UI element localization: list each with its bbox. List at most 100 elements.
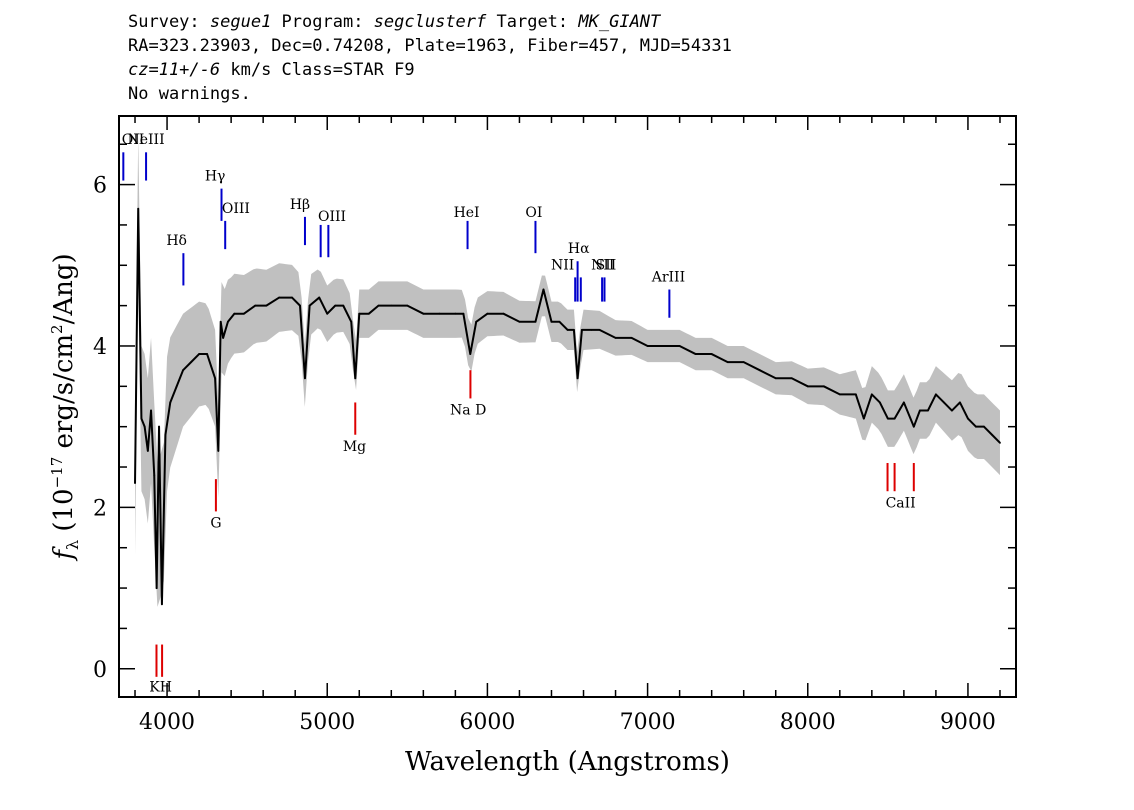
flux-point: [886, 417, 889, 420]
flux-point: [143, 425, 146, 428]
header-line-1: Survey: segue1 Program: segclusterf Targ…: [128, 10, 732, 34]
x-tick-label: 9000: [940, 710, 996, 735]
flux-point: [854, 393, 857, 396]
flux-point: [367, 312, 370, 315]
flux-point: [150, 409, 152, 412]
redshift-value: cz=11+/-6: [128, 60, 221, 80]
y-axis-label-sub: λ: [63, 540, 82, 550]
spectral-line-label: OIII: [318, 209, 346, 225]
y-axis-label-rest1: (10: [49, 488, 79, 540]
spectral-line-label: KH: [149, 679, 172, 695]
flux-point: [214, 377, 217, 380]
flux-point: [350, 320, 353, 323]
y-tick-label: 6: [93, 174, 107, 199]
flux-point: [318, 296, 321, 299]
flux-point: [175, 385, 178, 388]
spectral-line-label: SII: [596, 257, 617, 273]
flux-point: [710, 353, 713, 355]
flux-point: [158, 425, 160, 428]
flux-point: [999, 441, 1001, 444]
flux-point: [951, 409, 953, 412]
flux-point: [758, 369, 761, 372]
header-line-3: cz=11+/-6 km/s Class=STAR F9: [128, 58, 732, 82]
flux-point: [390, 304, 393, 307]
x-tick-label: 7000: [620, 710, 676, 735]
flux-point: [878, 401, 881, 404]
flux-point: [354, 377, 357, 380]
plot-frame: [118, 115, 1017, 698]
flux-point: [190, 361, 192, 364]
flux-point: [265, 304, 268, 307]
flux-point: [581, 328, 583, 331]
spectral-line-label: Mg: [343, 439, 366, 455]
flux-point: [790, 377, 793, 380]
survey-value: segue1: [209, 12, 272, 32]
flux-point: [438, 312, 441, 315]
program-value: segclusterf: [373, 12, 487, 32]
spectral-line-label: OIII: [222, 201, 250, 217]
series-layer: [134, 136, 1001, 607]
flux-point: [334, 304, 337, 307]
header-line-2: RA=323.23903, Dec=0.74208, Plate=1963, F…: [128, 36, 732, 56]
spectral-line-label: HeI: [454, 205, 480, 221]
spectral-line-label: Hδ: [166, 233, 187, 249]
flux-point: [742, 361, 745, 364]
flux-point: [155, 587, 158, 589]
flux-point: [304, 377, 306, 380]
flux-point: [558, 320, 561, 323]
flux-point: [198, 353, 200, 355]
flux-point: [573, 328, 575, 331]
y-axis-label: fλ (10−17 erg/s/cm2/Ang): [48, 253, 82, 561]
flux-point: [927, 409, 929, 412]
flux-point: [678, 345, 681, 347]
header-line-4: No warnings.: [128, 84, 251, 104]
flux-point: [542, 288, 545, 291]
spectral-line-label: Hγ: [205, 169, 226, 185]
x-tick-label: 5000: [299, 710, 355, 735]
y-axis-label-rest3: /Ang): [49, 253, 79, 324]
flux-point: [422, 312, 425, 315]
y-axis-label-exp2: 2: [48, 324, 66, 334]
flux-point: [893, 417, 896, 420]
flux-point: [576, 377, 579, 380]
flux-point: [630, 337, 633, 339]
spectrum-header: Survey: segue1 Program: segclusterf Targ…: [128, 10, 732, 106]
spectral-line-label: Hα: [568, 241, 590, 257]
flux-point: [902, 401, 905, 404]
flux-point: [486, 312, 489, 315]
flux-point: [959, 401, 961, 404]
flux-point: [164, 433, 167, 436]
flux-point: [912, 425, 915, 428]
class-text: km/s Class=STAR F9: [220, 60, 415, 80]
flux-point: [219, 320, 222, 323]
flux-point: [217, 449, 220, 452]
flux-point: [838, 393, 841, 396]
flux-point: [153, 474, 156, 476]
target-value: MK_GIANT: [578, 12, 661, 32]
flux-point: [308, 304, 311, 307]
flux-point: [918, 409, 921, 412]
flux-point: [454, 312, 457, 315]
program-label: Program:: [271, 12, 374, 32]
flux-point: [278, 296, 281, 299]
flux-point: [140, 417, 143, 420]
flux-point: [806, 385, 809, 388]
flux-point: [134, 482, 136, 485]
flux-point: [342, 304, 345, 307]
flux-point: [662, 345, 665, 347]
flux-point: [598, 328, 601, 331]
flux-point: [233, 312, 236, 315]
flux-point: [169, 401, 172, 404]
flux-point: [862, 417, 865, 420]
x-axis-label: Wavelength (Angstroms): [405, 747, 730, 777]
target-label: Target:: [486, 12, 579, 32]
spectral-line-label: Hβ: [290, 197, 310, 213]
flux-point: [182, 369, 184, 372]
x-tick-label: 4000: [139, 710, 195, 735]
flux-point: [469, 353, 472, 355]
flux-point: [726, 361, 729, 364]
flux-point: [161, 603, 163, 606]
spectral-line-label: OI: [525, 205, 542, 221]
